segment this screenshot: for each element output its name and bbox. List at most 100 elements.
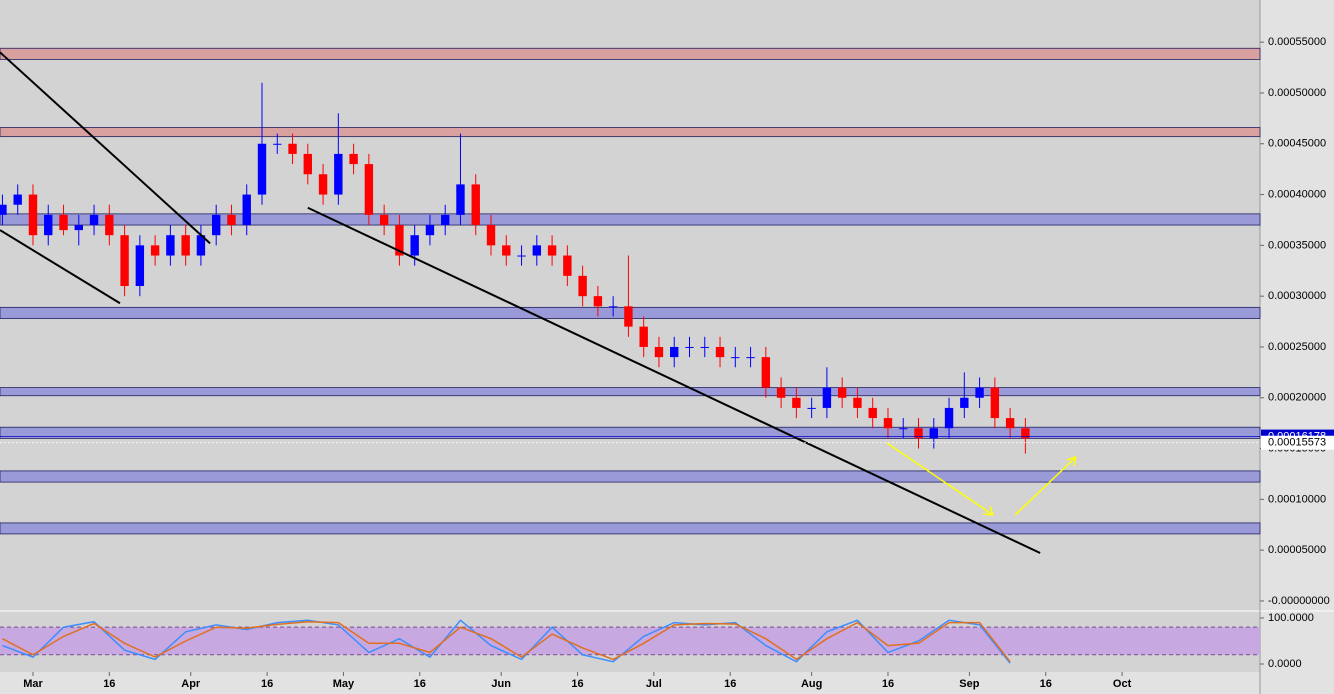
y-tick-label: 0.00005000 — [1268, 544, 1326, 556]
x-tick-label: 16 — [724, 678, 736, 690]
candle-body — [502, 245, 511, 256]
y-tick-label: 0.00030000 — [1268, 290, 1326, 302]
candle-body — [456, 184, 465, 215]
candle-body — [288, 143, 297, 154]
candle-body — [990, 387, 1000, 419]
candle-body — [807, 407, 816, 409]
stoch-line — [2, 619, 1011, 664]
candle-body — [792, 397, 801, 408]
arrow-down — [886, 442, 994, 516]
y-tick-label: 0.00045000 — [1268, 138, 1326, 150]
candle-body — [13, 194, 22, 205]
candle-body — [318, 174, 328, 195]
y-tick-label: 0.00025000 — [1268, 341, 1326, 353]
candle-body — [410, 235, 419, 256]
x-tick-label: Apr — [181, 678, 201, 690]
trend-line — [0, 51, 211, 245]
candle-body — [624, 306, 633, 327]
candle-body — [731, 357, 740, 359]
candle-body — [914, 428, 923, 439]
candle-body — [74, 225, 83, 231]
trend-line — [307, 206, 1041, 554]
candle-body — [822, 387, 832, 408]
x-tick-label: Jun — [491, 678, 511, 690]
zone — [0, 213, 1261, 226]
candle-body — [578, 275, 587, 297]
candle-body — [929, 428, 938, 439]
candle-body — [776, 387, 786, 398]
candle-body — [166, 235, 175, 256]
annotation-arrows — [886, 442, 1077, 516]
zone — [0, 522, 1261, 535]
candle-body — [425, 225, 435, 236]
time-axis — [0, 672, 1260, 694]
candle-body — [379, 214, 389, 226]
candle-body — [532, 245, 542, 256]
candle-body — [960, 397, 969, 408]
candle-body — [547, 245, 557, 256]
arrow-up — [1014, 456, 1077, 516]
candle-body — [196, 235, 206, 256]
candle-body — [670, 346, 679, 358]
x-tick-label: 16 — [261, 678, 273, 690]
zone — [0, 127, 1261, 138]
candle-body — [303, 153, 312, 175]
trend-line — [0, 229, 121, 305]
price-label: 0.00015573 — [1268, 437, 1326, 449]
candle-body — [334, 153, 343, 195]
candle-body — [761, 357, 771, 388]
x-tick-label: Aug — [801, 678, 822, 690]
price-label-box — [1261, 435, 1334, 450]
x-tick-label: 16 — [1040, 678, 1052, 690]
candle-body — [135, 245, 145, 287]
candle-body — [471, 184, 480, 226]
y-tick-label: 0.00020000 — [1268, 392, 1326, 404]
candle-body — [715, 346, 725, 358]
candle-body — [944, 407, 954, 429]
y-tick-label: 0.0000 — [1268, 658, 1302, 670]
y-tick-label: -0.00000000 — [1268, 595, 1330, 607]
price-axis — [1260, 0, 1334, 694]
zone — [0, 387, 1261, 397]
candle-body — [746, 357, 755, 359]
candle-body — [44, 214, 53, 236]
candle-body — [883, 418, 893, 429]
y-tick-label: 0.00050000 — [1268, 87, 1326, 99]
x-tick-label: Jul — [646, 678, 662, 690]
candle-body — [349, 153, 358, 165]
candle-body — [563, 255, 572, 276]
x-tick-label: Mar — [23, 678, 43, 690]
zone — [0, 47, 1261, 60]
candle-body — [227, 214, 236, 226]
x-tick-label: 16 — [103, 678, 115, 690]
candle-body — [120, 235, 129, 287]
x-tick-label: 16 — [571, 678, 583, 690]
candle-body — [685, 346, 694, 348]
stoch-line — [2, 620, 1011, 663]
x-tick-label: 16 — [414, 678, 426, 690]
candle-body — [181, 235, 190, 256]
candle-body — [1021, 428, 1030, 439]
candle-body — [639, 326, 648, 347]
candle-body — [1005, 418, 1015, 429]
candle-body — [899, 428, 908, 430]
candle-body — [150, 245, 160, 256]
candle-body — [28, 194, 38, 236]
y-tick-label: 0.00035000 — [1268, 239, 1326, 251]
candle-body — [853, 397, 862, 408]
candle-body — [868, 407, 877, 419]
x-tick-label: Sep — [959, 678, 979, 690]
y-tick-label: 100.0000 — [1268, 612, 1314, 624]
candle-body — [975, 387, 984, 398]
plot-background — [0, 0, 1260, 672]
candle-body — [257, 143, 267, 195]
candle-body — [700, 346, 709, 348]
candle-body — [441, 214, 450, 226]
candle-body — [105, 214, 114, 236]
x-tick-label: Oct — [1113, 678, 1132, 690]
zone — [0, 470, 1261, 483]
candle-body — [364, 164, 374, 215]
candle-body — [486, 225, 496, 246]
candle-body — [608, 306, 618, 308]
